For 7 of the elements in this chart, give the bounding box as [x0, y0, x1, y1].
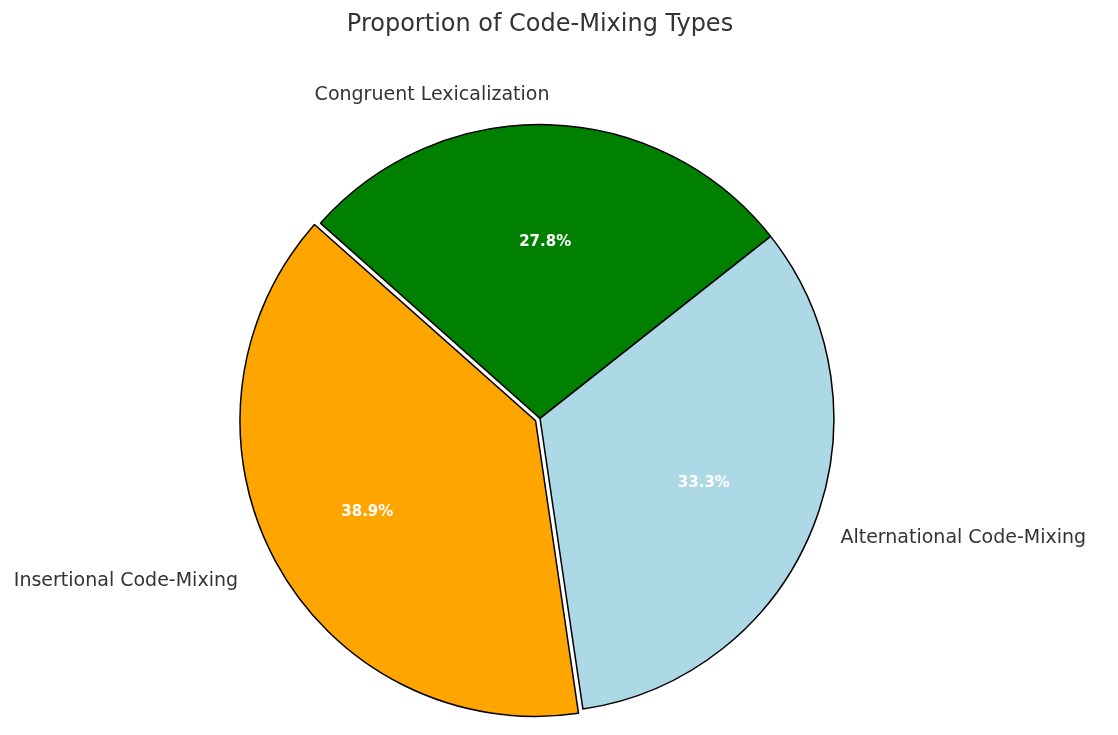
slice-label: Alternational Code-Mixing: [840, 524, 1087, 547]
slice-label: Insertional Code-Mixing: [13, 568, 239, 591]
slice-label: Congruent Lexicalization: [314, 82, 550, 105]
chart-title: Proportion of Code-Mixing Types: [346, 8, 734, 37]
data-label: 33.3%: [677, 473, 730, 492]
data-label: 27.8%: [519, 232, 572, 251]
data-label: 38.9%: [341, 501, 394, 520]
